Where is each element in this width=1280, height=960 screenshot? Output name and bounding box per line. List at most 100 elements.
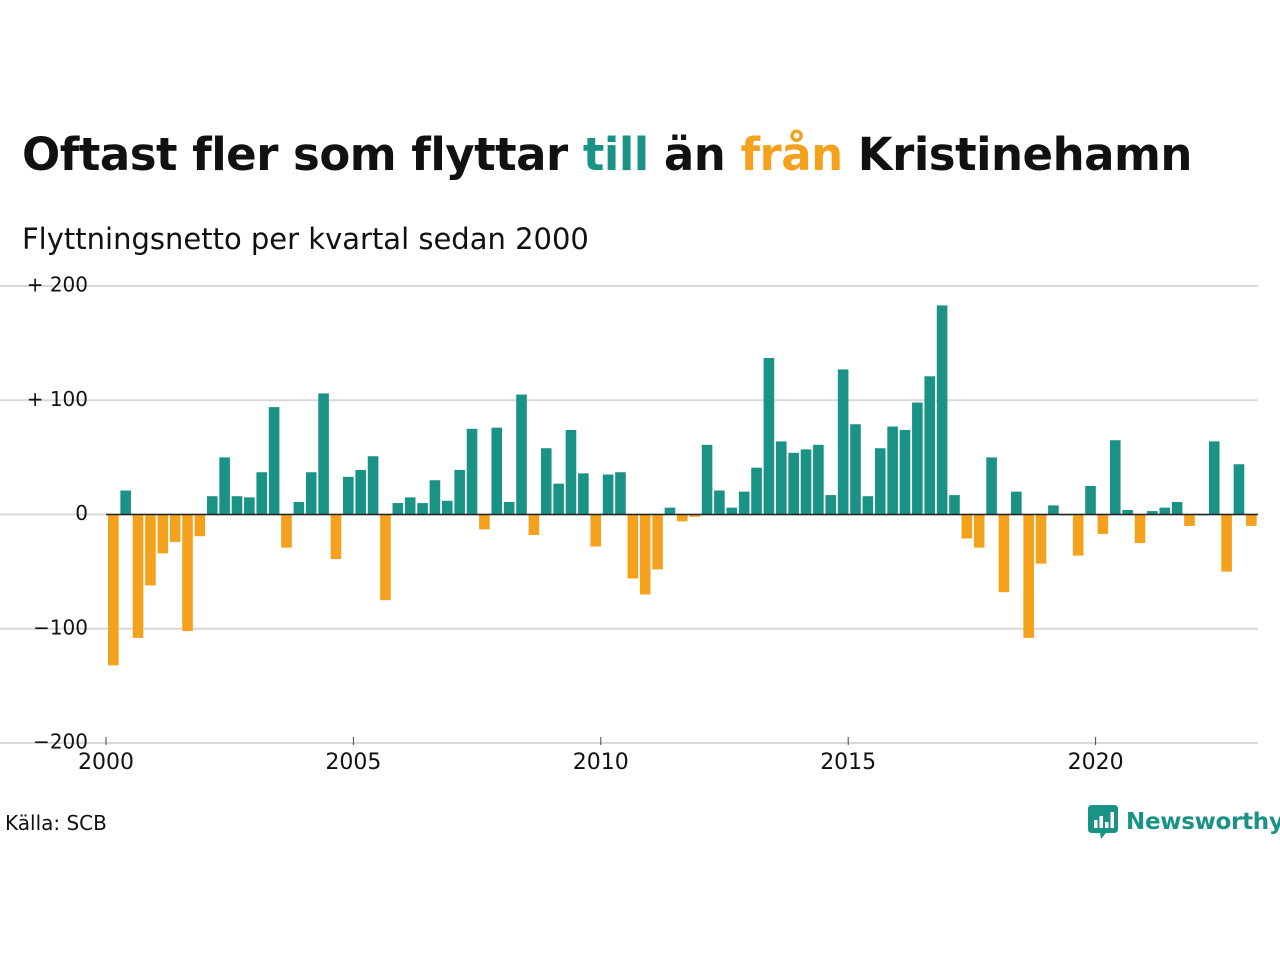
y-tick-label: + 100: [27, 387, 88, 411]
bar: [899, 429, 911, 515]
bar: [1246, 514, 1257, 526]
bar: [751, 467, 762, 515]
bar: [677, 514, 688, 522]
chart-subtitle: Flyttningsnetto per kvartal sedan 2000: [22, 222, 589, 256]
bar: [924, 376, 936, 515]
bar: [441, 500, 453, 515]
bar: [738, 491, 750, 515]
title-part-1: Oftast fler som flyttar: [22, 128, 583, 181]
bar: [1171, 501, 1183, 515]
bar: [194, 514, 206, 537]
bar: [380, 514, 391, 601]
bar: [367, 456, 379, 515]
bar: [454, 469, 465, 515]
bar: [689, 514, 700, 517]
bar: [503, 501, 515, 515]
bar: [540, 448, 552, 515]
bar: [318, 393, 329, 515]
chart-title: Oftast fler som flyttar till än från Kri…: [22, 128, 1192, 181]
bar: [961, 514, 973, 539]
bar: [417, 503, 428, 515]
bar: [169, 514, 181, 542]
bar: [1122, 509, 1133, 515]
bar: [862, 496, 874, 515]
bar: [491, 427, 503, 515]
bar: [293, 501, 305, 515]
bars: [108, 305, 1257, 666]
bar: [949, 495, 960, 515]
bar: [1184, 514, 1195, 526]
y-tick-label: 0: [75, 501, 88, 525]
bar: [182, 514, 193, 632]
bar: [763, 357, 775, 515]
bar: [1048, 505, 1059, 515]
bar: [281, 514, 292, 548]
bar: [664, 507, 676, 515]
bar: [1011, 491, 1022, 515]
bar: [615, 472, 626, 515]
bar-chart-speech-bubble-icon: [1088, 805, 1118, 839]
bar: [813, 444, 824, 515]
bar: [404, 497, 416, 515]
brand-name: Newsworthy: [1126, 809, 1280, 835]
brand-logo: Newsworthy: [1088, 805, 1280, 839]
bar: [936, 305, 948, 515]
bar: [1208, 441, 1220, 515]
title-word-till: till: [582, 128, 649, 181]
bar: [1072, 514, 1084, 556]
title-part-2: än: [648, 128, 741, 181]
bar: [268, 407, 280, 515]
bar: [256, 472, 268, 515]
bar: [1085, 485, 1096, 515]
bar: [343, 476, 354, 515]
x-tick-label: 2015: [820, 750, 876, 775]
x-tick-label: 2005: [325, 750, 381, 775]
source-label: Källa: SCB: [5, 811, 107, 835]
bar: [244, 497, 255, 515]
y-tick-label: −100: [33, 615, 88, 639]
bar: [590, 514, 602, 547]
bar: [466, 428, 478, 515]
bar: [1035, 514, 1047, 564]
bar: [701, 444, 713, 515]
bar: [516, 394, 527, 515]
bar: [726, 507, 738, 515]
x-tick-label: 2020: [1068, 750, 1124, 775]
bar: [108, 514, 119, 666]
title-part-3: Kristinehamn: [842, 128, 1193, 181]
bar: [1023, 514, 1034, 638]
bar: [330, 514, 342, 560]
bar: [986, 457, 997, 515]
bar: [429, 480, 441, 515]
bar: [1221, 514, 1232, 572]
bar: [578, 473, 589, 515]
bar: [788, 452, 799, 515]
bar: [120, 490, 131, 515]
bar: [1134, 514, 1146, 544]
bar: [528, 514, 540, 536]
bar: [627, 514, 639, 579]
title-word-fran: från: [740, 128, 843, 181]
y-tick-label: −200: [33, 730, 88, 754]
bar: [392, 503, 404, 515]
bar: [231, 496, 243, 515]
x-tick-label: 2000: [78, 750, 134, 775]
bar: [639, 514, 651, 595]
bar: [652, 514, 663, 570]
bar: [355, 469, 366, 515]
bar: [479, 514, 490, 530]
bar: [1233, 464, 1245, 515]
bar: [874, 448, 886, 515]
bar: [145, 514, 156, 586]
bar: [973, 514, 985, 548]
bar: [219, 457, 230, 515]
bar: [553, 483, 564, 515]
bar: [714, 490, 725, 515]
bar: [912, 402, 923, 515]
bar: [800, 449, 812, 515]
bar: [825, 495, 837, 515]
bar: [1159, 507, 1171, 515]
bar: [157, 514, 169, 554]
